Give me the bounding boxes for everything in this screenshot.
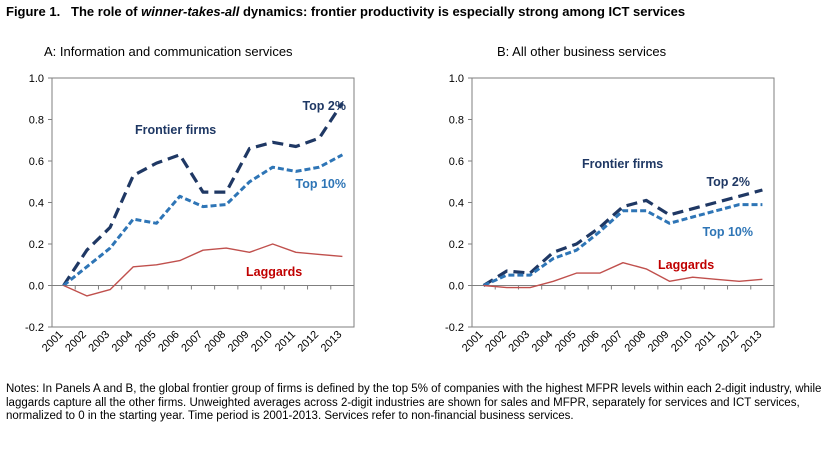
x-tick-label: 2011	[273, 329, 298, 354]
x-tick-label: 2003	[86, 329, 112, 355]
plot-area	[51, 77, 355, 328]
panel-a-title: A: Information and communication service…	[44, 44, 293, 59]
series-line-laggards	[483, 261, 763, 289]
y-tick-label: 0.0	[29, 281, 44, 293]
y-tick-label: 0.8	[449, 115, 464, 127]
figure-title-part1: The role of	[71, 4, 142, 19]
y-tick-label: 0.6	[449, 156, 464, 168]
x-tick-label: 2013	[739, 329, 765, 355]
x-tick-label: 2007	[599, 329, 625, 355]
x-tick-label: 2013	[319, 329, 345, 355]
y-tick-label: 0.2	[449, 239, 464, 251]
x-tick-label: 2002	[63, 329, 89, 355]
x-tick-label: 2012	[715, 329, 741, 355]
y-tick-label: 1.0	[29, 73, 44, 85]
annotation-frontier: Frontier firms	[582, 157, 663, 171]
annotation-top10: Top 10%	[703, 225, 753, 239]
chart-panel-b: -0.20.00.20.40.60.81.0200120022003200420…	[445, 73, 775, 355]
figure-notes: Notes: In Panels A and B, the global fro…	[6, 383, 822, 422]
x-tick-label: 2004	[110, 329, 136, 355]
y-tick-label: 0.8	[29, 115, 44, 127]
annotation-top2: Top 2%	[706, 175, 750, 189]
series-line-top-10	[62, 153, 344, 287]
x-tick-label: 2002	[483, 329, 509, 355]
figure-title-part2: dynamics: frontier productivity is espec…	[239, 4, 686, 19]
plot-area	[471, 77, 775, 328]
x-tick-label: 2005	[553, 329, 579, 355]
x-tick-label: 2010	[669, 329, 695, 355]
panel-b-title: B: All other business services	[497, 44, 667, 59]
x-tick-label: 2008	[623, 329, 649, 355]
x-tick-label: 2003	[506, 329, 532, 355]
y-tick-label: -0.2	[25, 322, 44, 334]
annotation-laggards: Laggards	[658, 258, 714, 272]
x-tick-label: 2011	[693, 329, 718, 354]
y-tick-label: 0.6	[29, 156, 44, 168]
annotation-frontier: Frontier firms	[135, 123, 216, 137]
figure-title-italic: winner-takes-all	[141, 4, 240, 19]
x-tick-label: 2005	[133, 329, 159, 355]
series-line-top-10	[482, 203, 763, 287]
figure-number: Figure 1.	[6, 4, 61, 19]
series-line-top-2	[482, 188, 763, 287]
x-tick-label: 2008	[203, 329, 229, 355]
y-tick-label: 0.4	[29, 198, 44, 210]
x-tick-label: 2010	[249, 329, 275, 355]
series-line-laggards	[63, 243, 343, 297]
x-tick-label: 2009	[646, 329, 672, 355]
annotation-laggards: Laggards	[246, 265, 302, 279]
x-tick-label: 2006	[576, 329, 602, 355]
y-tick-label: 1.0	[449, 73, 464, 85]
x-tick-label: 2007	[179, 329, 205, 355]
x-tick-label: 2009	[226, 329, 252, 355]
chart-panel-a: -0.20.00.20.40.60.81.0200120022003200420…	[25, 73, 355, 355]
y-tick-label: 0.2	[29, 239, 44, 251]
x-tick-label: 2012	[295, 329, 321, 355]
figure-title: Figure 1. The role of winner-takes-all d…	[6, 4, 685, 19]
y-tick-label: 0.4	[449, 198, 464, 210]
annotation-top2: Top 2%	[302, 99, 346, 113]
x-tick-label: 2004	[530, 329, 556, 355]
x-tick-label: 2006	[156, 329, 182, 355]
series-line-top-2	[62, 102, 344, 287]
y-tick-label: -0.2	[445, 322, 464, 334]
y-tick-label: 0.0	[449, 281, 464, 293]
annotation-top10: Top 10%	[296, 177, 346, 191]
